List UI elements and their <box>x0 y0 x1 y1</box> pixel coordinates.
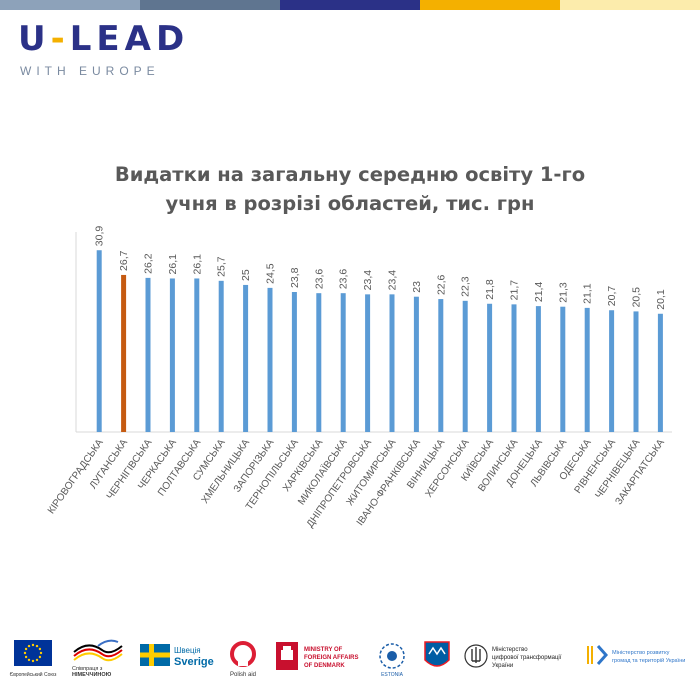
logo-u: U <box>18 19 51 59</box>
bar <box>609 310 615 432</box>
chart-title-line-2: учня в розрізі областей, тис. грн <box>165 192 535 215</box>
ukraine-digital-ministry-logo: Міністерство цифрової трансформації Укра… <box>464 644 562 669</box>
eu-flag-logo: Європейський Союз <box>10 640 58 678</box>
digital-label-3: України <box>492 663 513 669</box>
denmark-mfa-logo: MINISTRY OF FOREIGN AFFAIRS OF DENMARK <box>276 642 358 670</box>
bar-value-label: 22,6 <box>435 274 447 295</box>
logo-subtitle: WITH EUROPE <box>20 64 160 78</box>
estonia-logo: ESTONIA <box>379 643 405 678</box>
bar <box>462 300 468 432</box>
bar-value-label: 26,7 <box>118 250 130 271</box>
bar <box>121 274 127 432</box>
bar <box>291 292 297 432</box>
bar-value-label: 26,1 <box>191 254 203 275</box>
germany-label-1: Співпраця з <box>72 666 103 672</box>
eu-label: Європейський Союз <box>10 671 58 678</box>
bar-value-label: 26,2 <box>143 253 155 274</box>
bar-chart: 30,9КІРОВОГРАДСЬКА26,7ЛУГАНСЬКА26,2ЧЕРНІ… <box>46 226 672 530</box>
bar <box>657 313 663 432</box>
bar-value-label: 26,1 <box>167 254 179 275</box>
polish-aid-logo: Polish aid <box>230 641 256 678</box>
sweden-logo: Швеція Sverige <box>140 644 214 668</box>
bar <box>365 294 371 432</box>
bar <box>560 306 566 432</box>
bar <box>633 311 639 432</box>
bar-value-label: 21,1 <box>582 283 594 304</box>
bar-value-label: 23,8 <box>289 267 301 288</box>
digital-label-1: Міністерство <box>492 647 528 653</box>
eu-stars-icon <box>23 643 43 663</box>
polish-aid-label: Polish aid <box>230 672 256 678</box>
top-bar-segment <box>140 0 280 10</box>
sponsor-logos-footer: Європейський Союз Співпраця з НІМЕЧЧИНОЮ… <box>10 639 685 678</box>
bar-value-label: 23,6 <box>313 269 325 290</box>
estonia-label: ESTONIA <box>381 672 404 678</box>
bar-value-label: 20,7 <box>606 286 618 307</box>
top-color-bar <box>0 0 700 10</box>
top-bar-segment <box>420 0 560 10</box>
bar <box>487 303 493 432</box>
bar-value-label: 21,8 <box>484 279 496 300</box>
bar-value-label: 23 <box>411 281 423 293</box>
bar <box>340 293 346 432</box>
bar-value-label: 23,4 <box>362 270 374 291</box>
bar <box>243 284 249 432</box>
bar <box>267 287 273 432</box>
bar <box>413 296 419 432</box>
slovenia-logo <box>424 641 450 667</box>
top-bar-segment <box>560 0 700 10</box>
top-bar-segment <box>280 0 420 10</box>
bar-value-label: 24,5 <box>265 263 277 284</box>
digital-label-2: цифрової трансформації <box>492 655 562 661</box>
sweden-label-1: Швеція <box>174 646 201 655</box>
bar <box>438 299 444 432</box>
bar-value-label: 21,3 <box>557 282 569 303</box>
denmark-label-2: FOREIGN AFFAIRS <box>304 655 358 661</box>
bar <box>218 280 224 432</box>
bar <box>96 250 102 432</box>
bar <box>169 278 175 432</box>
denmark-label-3: OF DENMARK <box>304 663 345 669</box>
logo-lead: LEAD <box>69 19 190 59</box>
bar <box>511 304 517 432</box>
sweden-label-2: Sverige <box>174 656 214 668</box>
bar-value-label: 25,7 <box>216 256 228 277</box>
bar <box>535 306 541 432</box>
bar <box>584 307 590 432</box>
bar-value-label: 22,3 <box>460 276 472 297</box>
bar-value-label: 25 <box>240 269 252 281</box>
bar-value-label: 23,4 <box>387 270 399 291</box>
bar-value-label: 20,5 <box>631 287 643 308</box>
bar-value-label: 21,7 <box>509 280 521 301</box>
chart-title-line-1: Видатки на загальну середню освіту 1-го <box>114 163 586 186</box>
denmark-label-1: MINISTRY OF <box>304 647 343 653</box>
top-bar-segment <box>0 0 140 10</box>
regional-label-2: громад та територій України <box>612 657 685 664</box>
bar-value-label: 20,1 <box>655 289 667 310</box>
germany-cooperation-logo: Співпраця з НІМЕЧЧИНОЮ <box>72 639 123 678</box>
germany-label-2: НІМЕЧЧИНОЮ <box>72 672 112 678</box>
bar-value-label: 23,6 <box>338 269 350 290</box>
bar <box>194 278 200 432</box>
bar <box>145 277 151 432</box>
ukraine-regional-ministry-logo: Міністерство розвитку громад та територі… <box>587 645 685 665</box>
chart-title: Видатки на загальну середню освіту 1-го … <box>40 160 660 218</box>
bar-value-label: 30,9 <box>94 226 106 247</box>
bar <box>316 293 322 432</box>
bar-value-label: 21,4 <box>533 282 545 303</box>
logo-wordmark: U-LEAD <box>18 22 189 56</box>
bar <box>389 294 395 432</box>
regional-label-1: Міністерство розвитку <box>612 650 670 656</box>
u-lead-logo: U-LEAD WITH EUROPE <box>18 22 189 78</box>
logo-dash: - <box>50 19 70 59</box>
